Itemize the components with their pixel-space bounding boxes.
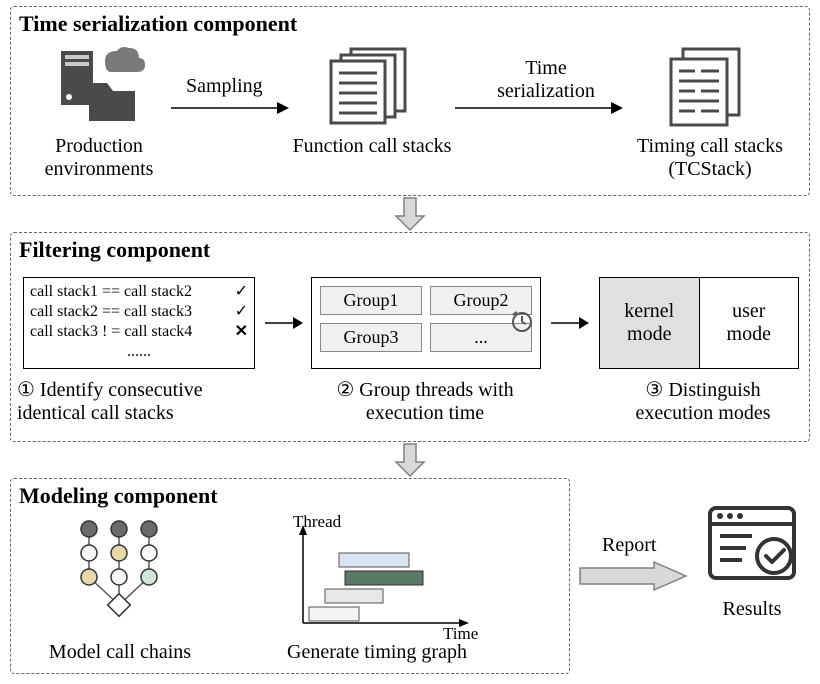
timing-graph-label: Generate timing graph [267,641,487,664]
kernel-mode-cell: kernelmode [600,278,700,368]
clock-icon [510,310,534,334]
results-label: Results [712,598,792,621]
call-chains-icon [59,515,179,635]
group-cell: Group1 [320,286,422,315]
small-arrow-2 [549,315,589,331]
stack-line-3: call stack3 ! = call stack4 [30,322,192,342]
sampling-arrow [169,99,289,117]
time-serial-arrow [453,99,623,117]
timing-stacks-label: Timing call stacks(TCStack) [615,135,805,181]
cross-icon: ✕ [235,322,248,342]
down-arrow-2 [392,442,428,478]
small-arrow-1 [263,315,303,331]
thread-axis-label: Thread [293,513,342,531]
stack-line-4: ...... [127,343,151,360]
step1-label: ① Identify consecutiveidentical call sta… [17,379,255,425]
filtering-component: Filtering component call stack1 == call … [10,232,810,442]
function-stacks-icon [319,45,419,127]
function-stacks-label: Function call stacks [267,135,477,158]
time-serialization-component: Time serialization component Productione… [10,6,810,196]
component-title-1: Time serialization component [19,11,297,37]
report-label: Report [602,534,656,557]
group-threads-box: Group1 Group2 Group3 ... [311,277,541,369]
check-icon: ✓ [235,282,248,302]
production-env-label: Productionenvironments [29,135,169,181]
user-mode-cell: usermode [700,278,799,368]
identical-stacks-box: call stack1 == call stack2 ✓ call stack2 … [23,277,255,369]
results-icon [702,500,802,590]
execution-modes-box: kernelmode usermode [599,277,799,369]
stack-line-2: call stack2 == call stack3 [30,302,192,322]
step3-label: ③ Distinguishexecution modes [603,379,803,425]
timing-graph-icon: Thread Time [273,513,483,639]
modeling-component: Modeling component Model call chains Thr… [10,478,570,674]
timing-stacks-icon [661,45,751,127]
step2-label: ② Group threads withexecution time [305,379,545,425]
sampling-label: Sampling [186,75,263,98]
component-title-3: Modeling component [19,483,218,509]
time-axis-label: Time [443,624,478,639]
stack-line-1: call stack1 == call stack2 [30,282,192,302]
component-title-2: Filtering component [19,237,210,263]
report-arrow [578,560,688,592]
down-arrow-1 [392,196,428,232]
production-env-icon [55,47,145,125]
model-chains-label: Model call chains [35,641,205,664]
group-cell: Group3 [320,323,422,352]
time-serial-label: Timeserialization [481,57,611,103]
check-icon: ✓ [235,302,248,322]
